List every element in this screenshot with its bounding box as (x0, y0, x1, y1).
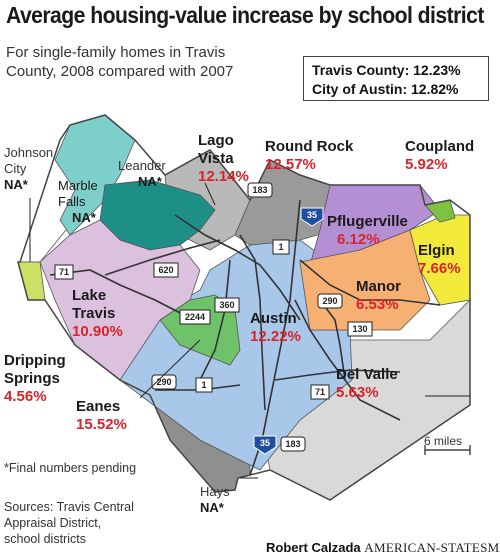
credit-publication: AMERICAN-STATESMAN (364, 540, 500, 555)
austin-label: Austin 12.22% (250, 310, 301, 345)
lago-vista-label: Lago Vista 12.14% (198, 132, 249, 185)
sh71-east-shield: 71 (310, 384, 330, 400)
i35-north-shield: 35 (300, 207, 324, 227)
coupland-label: Coupland 5.92% (405, 138, 475, 173)
i35-south-shield: 35 (253, 435, 277, 455)
manor-label: Manor 6.53% (356, 278, 401, 313)
sh130-shield: 130 (347, 321, 373, 337)
leander-label: Leander NA* (118, 158, 166, 189)
sources: Sources: Travis Central Appraisal Distri… (4, 500, 134, 546)
johnson-city-label: Johnson City NA* (4, 145, 54, 192)
round-rock-label: Round Rock 12.57% (265, 138, 354, 173)
rm620-shield: 620 (153, 262, 179, 278)
footnote: *Final numbers pending (4, 461, 137, 475)
sh71-west-shield: 71 (54, 264, 74, 280)
round-rock-value: 12.57% (265, 156, 316, 173)
coupland-value: 5.92% (405, 156, 448, 173)
map-subtitle: For single-family homes in Travis County… (6, 44, 234, 80)
svg-text:183: 183 (285, 439, 300, 449)
highway-shields: 35 35 183 183 1 1 620 71 71 2244 360 290… (54, 182, 373, 455)
district-dripping-springs (17, 261, 46, 301)
credit-author: Robert Calzada (266, 540, 361, 555)
manor-value: 6.53% (356, 296, 399, 313)
us290-east-shield: 290 (317, 293, 343, 309)
elgin-label: Elgin 7.66% (418, 242, 461, 277)
sh1-south-shield: 1 (195, 377, 213, 393)
map-title: Average housing-value increase by school… (6, 2, 484, 28)
svg-text:290: 290 (322, 296, 337, 306)
county-summary-box: Travis County: 12.23% City of Austin: 12… (303, 56, 489, 101)
svg-text:620: 620 (158, 265, 173, 275)
svg-text:1: 1 (278, 242, 283, 252)
lago-vista-value: 12.14% (198, 168, 249, 185)
scale-label: 6 miles (424, 434, 463, 448)
svg-text:1: 1 (201, 380, 206, 390)
svg-text:360: 360 (219, 300, 234, 310)
us290-west-shield: 290 (151, 374, 177, 390)
svg-text:71: 71 (59, 267, 69, 277)
eanes-value: 15.52% (76, 416, 127, 433)
credit-line: Robert Calzada AMERICAN-STATESMAN (266, 540, 500, 556)
svg-text:35: 35 (307, 210, 317, 220)
marble-falls-value: NA* (72, 210, 96, 225)
lake-travis-label: Lake Travis 10.90% (72, 287, 123, 340)
us183-south-shield: 183 (280, 436, 306, 452)
city-of-austin-stat: City of Austin: 12.82% (312, 81, 459, 97)
svg-text:35: 35 (260, 438, 270, 448)
leander-value: NA* (138, 174, 162, 189)
lake-travis-value: 10.90% (72, 323, 123, 340)
scale-bar (424, 445, 471, 455)
hays-label: Hays NA* (200, 484, 230, 515)
road-network (49, 199, 441, 476)
svg-text:183: 183 (252, 185, 267, 195)
dripping-springs-label: Dripping Springs 4.56% (4, 352, 66, 405)
dripping-springs-value: 4.56% (4, 388, 47, 405)
loop360-shield: 360 (214, 297, 240, 313)
svg-text:290: 290 (156, 377, 171, 387)
travis-county-stat: Travis County: 12.23% (312, 62, 461, 78)
svg-text:2244: 2244 (185, 312, 205, 322)
del-valle-value: 5.63% (336, 384, 379, 401)
pflugerville-label: Pflugerville 6.12% (327, 213, 408, 248)
county-outline (17, 114, 471, 501)
johnson-city-value: NA* (4, 177, 28, 192)
pflugerville-value: 6.12% (337, 231, 380, 248)
del-valle-label: Del Valle 5.63% (336, 366, 398, 401)
hays-value: NA* (200, 500, 224, 515)
us183-north-shield: 183 (247, 182, 273, 198)
svg-text:130: 130 (352, 324, 367, 334)
sh1-north-shield: 1 (272, 239, 290, 255)
leader-lines (29, 182, 470, 479)
rm2244-shield: 2244 (179, 309, 211, 325)
austin-value: 12.22% (250, 328, 301, 345)
marble-falls-label: Marble Falls NA* (58, 178, 98, 225)
elgin-value: 7.66% (418, 260, 461, 277)
svg-text:71: 71 (315, 387, 325, 397)
eanes-label: Eanes 15.52% (76, 398, 127, 433)
